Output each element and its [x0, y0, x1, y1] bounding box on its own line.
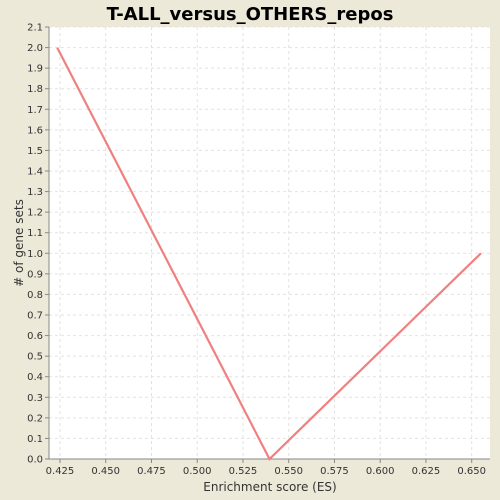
y-tick-label: 2.0	[27, 43, 43, 54]
y-tick-label: 1.5	[27, 146, 43, 157]
x-axis-label: Enrichment score (ES)	[203, 480, 336, 494]
y-tick-label: 0.4	[27, 372, 43, 383]
x-tick-label: 0.475	[137, 466, 166, 477]
plot-area	[49, 27, 490, 459]
y-tick-label: 1.6	[27, 125, 43, 136]
y-tick-label: 0.7	[27, 311, 43, 322]
y-tick-label: 0.1	[27, 434, 43, 445]
x-tick-label: 0.625	[412, 466, 441, 477]
y-tick-label: 1.1	[27, 228, 43, 239]
y-tick-label: 1.9	[27, 64, 43, 75]
y-tick-label: 1.3	[27, 187, 43, 198]
x-tick-label: 0.575	[320, 466, 349, 477]
y-tick-label: 2.1	[27, 23, 43, 34]
chart-title: T-ALL_versus_OTHERS_repos	[107, 4, 394, 25]
x-tick-label: 0.550	[274, 466, 303, 477]
y-tick-label: 0.9	[27, 269, 43, 280]
axes: 0.0 0.1 0.2 0.3 0.4 0.5 0.6 0.7 0.8 0.9 1.0 1.1 1.2 1…	[27, 23, 490, 477]
y-tick-label: 0.3	[27, 393, 43, 404]
x-tick-label: 0.650	[457, 466, 486, 477]
x-tick-label: 0.525	[229, 466, 258, 477]
y-tick-label: 0.5	[27, 352, 43, 363]
x-tick-label: 0.450	[91, 466, 120, 477]
y-tick-label: 0.6	[27, 331, 43, 342]
y-tick-label: 1.7	[27, 105, 43, 116]
series-layer	[56, 47, 482, 461]
y-tick-label: 1.0	[27, 249, 43, 260]
y-tick-label: 1.2	[27, 208, 43, 219]
y-tick-label: 0.0	[27, 455, 43, 466]
x-tick-label: 0.425	[46, 466, 75, 477]
x-tick-label: 0.600	[366, 466, 395, 477]
y-axis-label: # of gene sets	[12, 199, 26, 287]
y-tick-label: 1.4	[27, 167, 43, 178]
y-tick-label: 0.2	[27, 413, 43, 424]
y-tick-label: 1.8	[27, 84, 43, 95]
x-tick-label: 0.500	[183, 466, 212, 477]
y-tick-label: 0.8	[27, 290, 43, 301]
